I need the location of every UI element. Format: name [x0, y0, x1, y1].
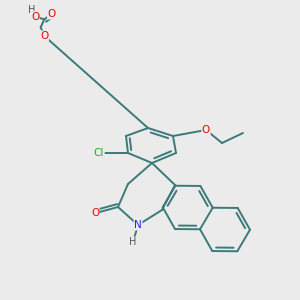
Text: N: N [134, 220, 142, 230]
Text: O: O [47, 9, 56, 19]
Text: O: O [40, 31, 49, 41]
Text: H: H [28, 5, 35, 15]
Text: O: O [202, 125, 210, 135]
Text: Cl: Cl [94, 148, 104, 158]
Text: O: O [91, 208, 99, 218]
Text: O: O [31, 12, 39, 22]
Text: H: H [129, 237, 137, 247]
